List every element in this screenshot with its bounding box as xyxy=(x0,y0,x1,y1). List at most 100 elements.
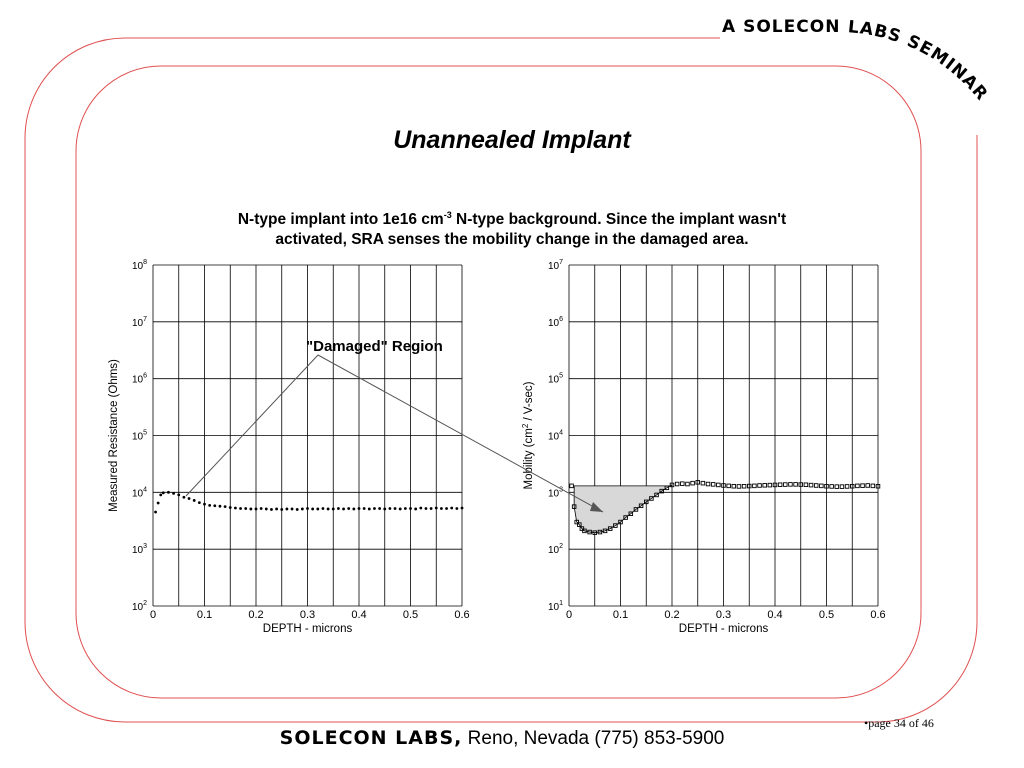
data-point xyxy=(618,519,623,525)
x-tick-label: 0.4 xyxy=(767,609,782,621)
data-point xyxy=(244,507,248,510)
data-point xyxy=(460,506,464,510)
data-point xyxy=(223,505,227,509)
data-point xyxy=(342,507,345,511)
y-tick-label: 103 xyxy=(132,543,147,556)
data-point xyxy=(577,522,582,527)
x-tick-label: 0.3 xyxy=(300,609,315,621)
data-point xyxy=(767,482,773,488)
data-point xyxy=(388,507,392,510)
y-tick-label: 107 xyxy=(132,316,147,329)
subtitle-line1-sup: -3 xyxy=(443,210,452,220)
data-point xyxy=(664,485,670,491)
x-tick-label: 0.6 xyxy=(870,609,885,621)
data-point xyxy=(234,506,237,510)
y-tick-label: 106 xyxy=(132,373,147,386)
data-point xyxy=(628,511,634,516)
data-point xyxy=(156,501,160,505)
data-point xyxy=(167,490,170,494)
data-point xyxy=(367,507,371,511)
x-axis-label: DEPTH - microns xyxy=(263,623,353,635)
data-point xyxy=(316,507,320,511)
data-point xyxy=(860,483,865,488)
data-point xyxy=(772,482,778,488)
inner-frame xyxy=(75,65,922,699)
x-tick-label: 0 xyxy=(150,609,156,621)
data-point xyxy=(762,483,767,488)
data-point xyxy=(592,530,598,535)
data-point xyxy=(569,483,574,489)
data-point xyxy=(290,507,294,511)
mobility-chart: 0 0.1 0.2 0.3 0.4 0.5 0.6 101 102 103 104 105 106 107… xyxy=(521,259,886,635)
data-point xyxy=(362,507,366,510)
data-point xyxy=(783,482,788,487)
data-point xyxy=(690,480,695,486)
data-point xyxy=(674,481,680,487)
footer-location: Reno, Nevada (775) 853-5900 xyxy=(462,728,725,749)
subtitle-line1-b: N-type background. Since the implant was… xyxy=(451,211,787,229)
callout-arrowhead xyxy=(590,502,603,512)
data-point xyxy=(654,492,659,498)
data-point xyxy=(300,507,304,511)
data-point xyxy=(710,482,716,487)
data-point xyxy=(669,482,675,488)
data-point xyxy=(203,502,206,506)
y-tick-label: 103 xyxy=(548,486,563,499)
x-tick-label: 0.2 xyxy=(664,609,679,621)
data-point xyxy=(633,507,639,512)
data-point xyxy=(844,484,850,489)
data-point xyxy=(228,506,232,509)
data-point xyxy=(865,483,870,488)
data-point xyxy=(455,507,459,510)
data-point xyxy=(450,506,454,510)
data-point xyxy=(716,482,721,488)
data-point xyxy=(813,483,819,488)
y-tick-label: 102 xyxy=(548,543,563,556)
data-point xyxy=(208,503,212,507)
data-point xyxy=(741,483,747,489)
banner-backdrop xyxy=(720,15,1024,135)
data-point xyxy=(875,483,881,489)
subtitle-line1-a: N-type implant into 1e16 cm xyxy=(237,211,444,229)
y-tick-label: 105 xyxy=(132,430,147,443)
data-point xyxy=(649,496,654,501)
y-tick-label: 105 xyxy=(548,373,563,386)
callout-line-left xyxy=(185,354,319,497)
y-tick-label: 107 xyxy=(548,259,563,272)
data-point xyxy=(798,482,804,487)
y-tick-label: 108 xyxy=(132,259,147,272)
data-point xyxy=(254,507,258,511)
data-point xyxy=(197,501,201,504)
data-point xyxy=(424,507,428,510)
data-point xyxy=(736,484,742,489)
data-point xyxy=(788,482,793,487)
data-point xyxy=(192,499,196,502)
data-point xyxy=(587,529,592,535)
data-point xyxy=(326,507,330,511)
data-point xyxy=(331,507,335,511)
x-tick-label: 0.5 xyxy=(403,609,418,621)
data-point xyxy=(731,483,737,489)
data-point xyxy=(700,480,706,486)
x-tick-label: 0.4 xyxy=(351,609,366,621)
y-tick-label: 102 xyxy=(132,600,147,613)
data-point xyxy=(582,528,587,534)
data-point xyxy=(607,526,613,531)
data-point xyxy=(644,499,649,505)
data-point xyxy=(793,482,798,487)
slide-subtitle: N-type implant into 1e16 cm-3 N-type bac… xyxy=(162,205,862,250)
resistance-chart: 0 0.1 0.2 0.3 0.4 0.5 0.6 102 103 104 105 106 107 108… xyxy=(108,259,470,635)
data-point xyxy=(695,480,701,485)
data-point xyxy=(659,488,664,494)
x-tick-label: 0.2 xyxy=(248,609,263,621)
footer: SOLECON LABS, Reno, Nevada (775) 853-590… xyxy=(0,727,1004,750)
y-axis-label: Mobility (cm2 / V-sec) xyxy=(521,381,535,489)
data-point xyxy=(321,507,325,510)
data-point xyxy=(373,507,376,510)
data-point xyxy=(638,503,644,509)
data-point xyxy=(161,491,165,495)
data-point xyxy=(803,482,809,487)
data-point xyxy=(824,483,829,489)
data-point xyxy=(398,507,402,511)
data-point xyxy=(357,507,361,510)
